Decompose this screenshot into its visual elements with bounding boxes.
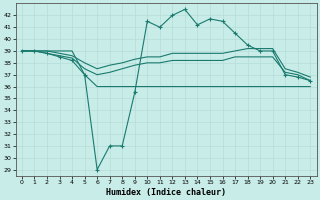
X-axis label: Humidex (Indice chaleur): Humidex (Indice chaleur) (106, 188, 226, 197)
